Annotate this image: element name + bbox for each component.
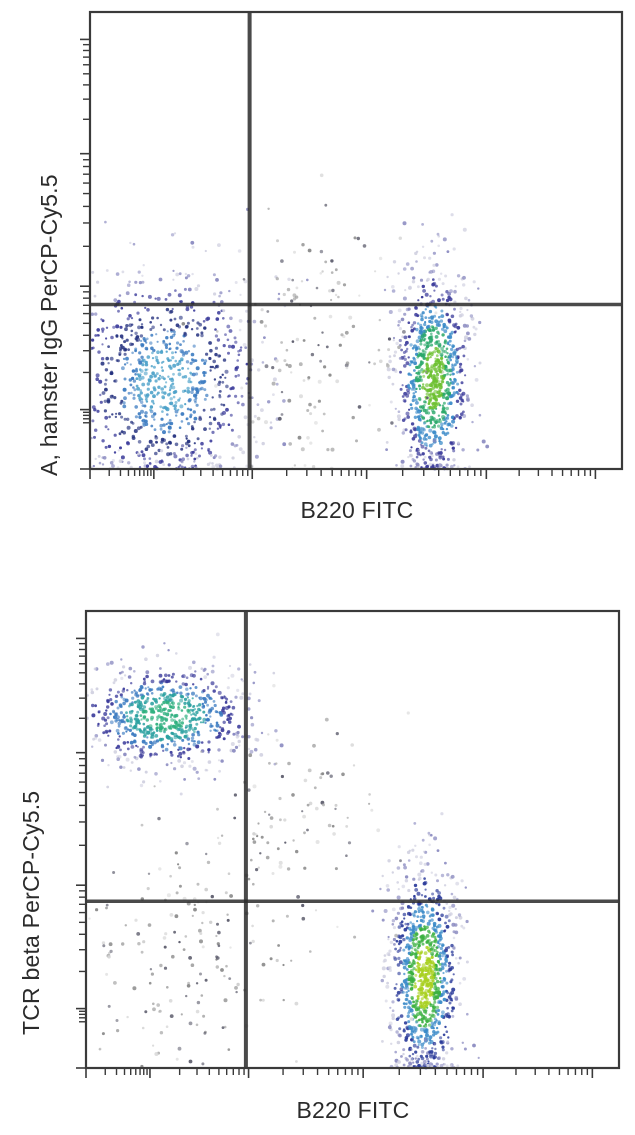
x-axis-label: B220 FITC	[300, 497, 414, 523]
data-points	[85, 632, 480, 1070]
y-axis-ticks	[76, 637, 86, 1069]
data-points	[89, 173, 490, 471]
plot-panel-isotype: A, hamster IgG PerCP-Cy5.5 B220 FITC	[0, 0, 635, 560]
x-axis-ticks	[89, 469, 597, 479]
y-axis-ticks	[80, 38, 90, 470]
plot-frame	[84, 609, 621, 1070]
x-axis-label: B220 FITC	[296, 1097, 410, 1123]
dot-plot-isotype	[80, 10, 624, 479]
y-axis-label: TCR beta PerCP-Cy5.5	[18, 790, 44, 1035]
x-axis-ticks	[85, 1068, 594, 1078]
